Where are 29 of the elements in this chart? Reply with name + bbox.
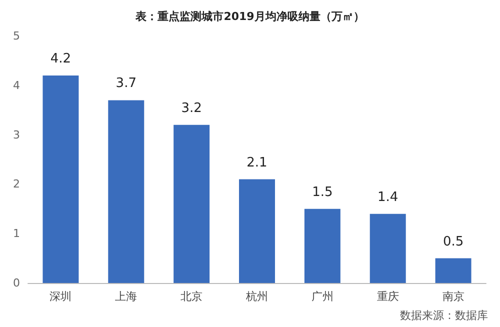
- data-label: 4.2: [50, 52, 72, 67]
- data-label: 3.7: [116, 76, 136, 92]
- x-tick-label: 深圳: [50, 290, 72, 303]
- bar: [108, 100, 144, 283]
- x-tick-label: 广州: [311, 290, 334, 303]
- x-tick-label: 重庆: [376, 290, 399, 303]
- data-label: 3.2: [181, 100, 202, 116]
- chart-title: 表：重点监测城市2019月均净吸纳量（万㎡）: [134, 10, 364, 23]
- x-tick-label: 杭州: [245, 290, 268, 303]
- x-tick-label: 南京: [442, 290, 464, 303]
- bar: [174, 124, 210, 283]
- bar: [42, 76, 79, 283]
- y-tick-label: 2: [13, 178, 20, 191]
- y-tick-label: 0: [13, 276, 20, 290]
- x-tick-label: 上海: [115, 290, 138, 303]
- x-tick-label: 北京: [180, 290, 203, 303]
- bar: [239, 179, 275, 283]
- bar: [304, 208, 340, 283]
- y-tick-label: 1: [13, 227, 20, 240]
- data-label: 1.4: [378, 190, 398, 205]
- data-label: 1.5: [312, 184, 333, 200]
- data-label: 2.1: [246, 155, 268, 170]
- bar: [435, 258, 472, 283]
- y-tick-label: 4: [13, 78, 20, 92]
- bar: [370, 214, 406, 283]
- data-label: 0.5: [442, 234, 464, 250]
- source-note: 数据来源：数据库: [400, 309, 488, 322]
- y-tick-label: 3: [13, 128, 20, 142]
- y-tick-label: 5: [13, 30, 20, 42]
